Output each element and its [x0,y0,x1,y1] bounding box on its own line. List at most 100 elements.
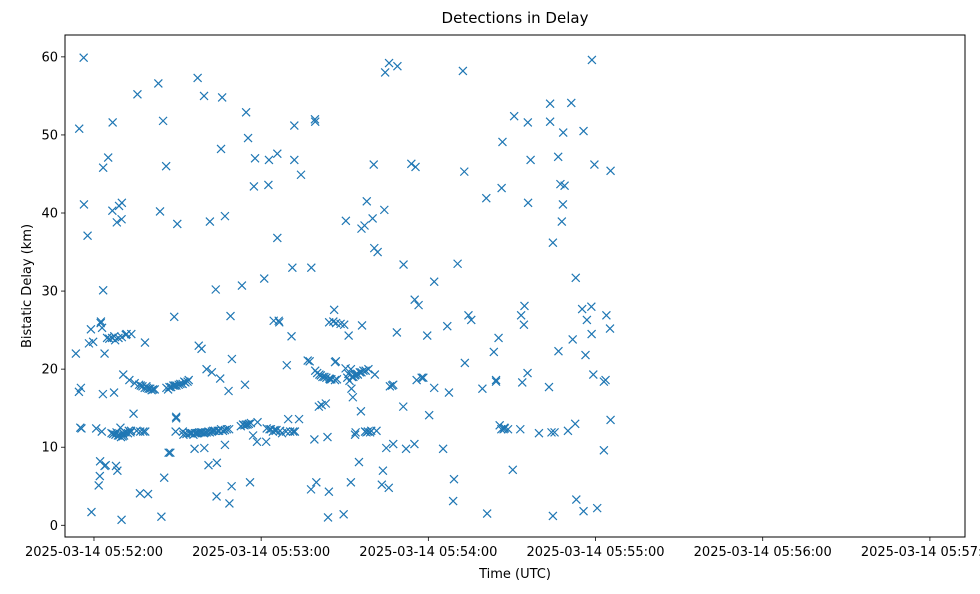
data-point [124,375,134,385]
data-point [449,474,459,484]
data-point [112,466,122,476]
data-point [417,373,427,383]
data-point [114,333,123,343]
data-point [79,53,89,63]
data-point [248,431,258,440]
data-point [148,385,158,394]
data-point [290,427,300,437]
data-point [287,331,296,341]
x-tick-label: 2025-03-14 05:57:00 [861,545,980,560]
data-point [384,58,394,68]
data-point [98,389,108,399]
data-point [95,471,105,481]
data-point [281,427,291,437]
data-point [252,437,262,447]
data-point [310,117,320,127]
data-point [378,466,388,476]
x-tick-label: 2025-03-14 05:54:00 [359,545,497,560]
data-point [250,153,260,163]
data-point [306,484,316,494]
data-point [226,311,235,321]
data-point [348,392,358,402]
data-point [494,333,503,343]
data-point [289,155,299,165]
data-point [211,285,221,294]
data-point [581,350,590,360]
data-point [138,427,148,437]
data-point [606,166,615,176]
data-point [161,161,171,171]
data-point [215,374,225,383]
data-point [553,152,563,162]
data-point [199,443,209,453]
data-point [83,231,92,241]
data-point [363,427,373,437]
data-point [328,317,338,326]
data-point [361,366,371,376]
data-point [240,380,250,390]
data-point [370,370,380,380]
data-point [143,489,153,499]
data-point [503,424,513,434]
data-point [103,153,113,162]
data-point [241,420,251,430]
data-point [156,512,166,522]
data-point [588,370,598,380]
data-point [205,217,215,227]
data-point [347,384,356,394]
data-point [459,167,469,177]
data-point [373,247,383,257]
data-point [379,205,389,215]
data-point [339,509,349,519]
data-point [224,499,234,508]
data-point [482,509,492,519]
data-point [199,91,209,101]
data-point [169,312,179,322]
data-point [346,477,356,487]
data-point [332,374,342,384]
data-point [339,320,349,330]
data-point [97,323,107,333]
data-point [329,305,339,315]
data-point [224,424,234,434]
data-point [356,406,366,416]
data-point [288,427,298,437]
data-point [193,73,203,83]
data-point [497,183,507,193]
data-point [212,491,222,501]
data-point [601,375,610,385]
data-point [249,182,259,191]
data-point [86,324,96,334]
data-point [122,329,132,339]
y-tick-label: 30 [41,285,58,300]
data-point [274,317,284,327]
data-point [135,488,145,498]
data-point [354,457,364,467]
data-point [579,126,588,136]
data-point [545,117,555,127]
data-point [244,419,254,429]
data-point [190,444,199,454]
data-point [282,360,292,370]
data-point [171,427,181,437]
data-point [548,238,558,248]
data-point [392,61,402,71]
data-point [509,111,519,121]
data-point [344,331,354,340]
data-point [155,207,165,216]
data-point [381,443,391,453]
data-point [150,385,160,394]
data-point [108,118,118,127]
data-point [410,295,420,305]
data-point [272,233,282,243]
data-point [515,424,525,434]
data-point [296,170,306,180]
data-point [351,370,361,380]
data-point [330,375,340,385]
data-point [377,480,387,490]
data-point [582,315,592,325]
data-point [491,375,501,385]
data-point [519,320,529,330]
data-point [117,214,126,224]
